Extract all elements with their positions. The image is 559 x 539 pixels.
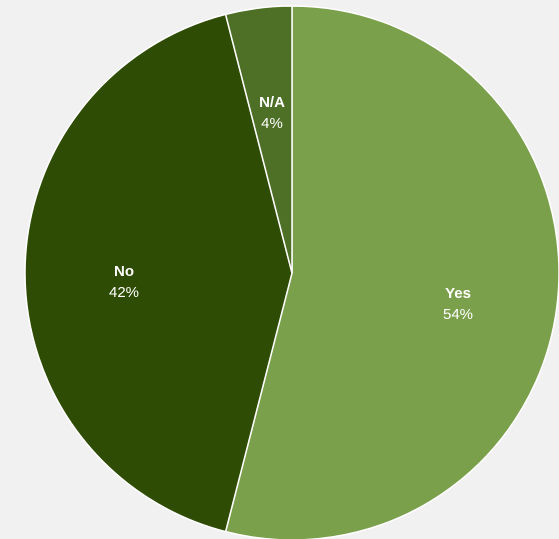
slice-label-no: No (114, 263, 134, 280)
pie-labels: Yes 54% No 42% N/A 4% (109, 94, 473, 323)
pie-slice-no (24, 13, 293, 533)
slice-label-n-a: N/A (259, 94, 285, 111)
slice-value-no: 42% (109, 284, 139, 301)
pie-slice-n-a (224, 5, 293, 274)
pie-slice-yes (224, 5, 559, 539)
slice-value-yes: 54% (443, 306, 473, 323)
pie-slices (24, 5, 559, 539)
slice-value-n-a: 4% (261, 115, 283, 132)
slice-label-yes: Yes (445, 285, 471, 302)
